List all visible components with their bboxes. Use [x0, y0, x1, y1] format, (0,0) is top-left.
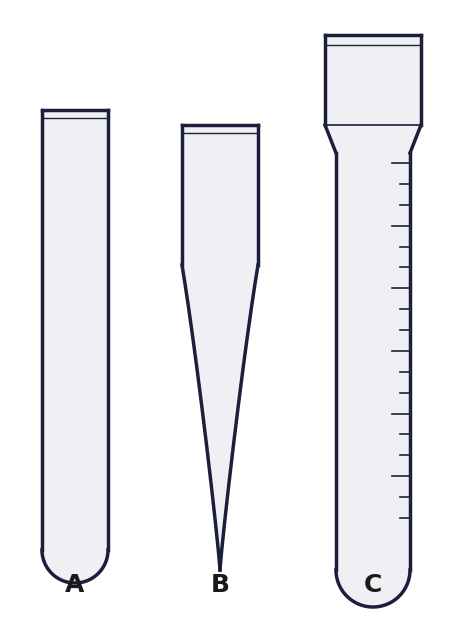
Polygon shape	[325, 35, 421, 607]
Polygon shape	[42, 110, 108, 583]
Polygon shape	[182, 125, 258, 570]
Text: C: C	[364, 573, 382, 597]
Text: B: B	[211, 573, 230, 597]
Text: A: A	[65, 573, 85, 597]
